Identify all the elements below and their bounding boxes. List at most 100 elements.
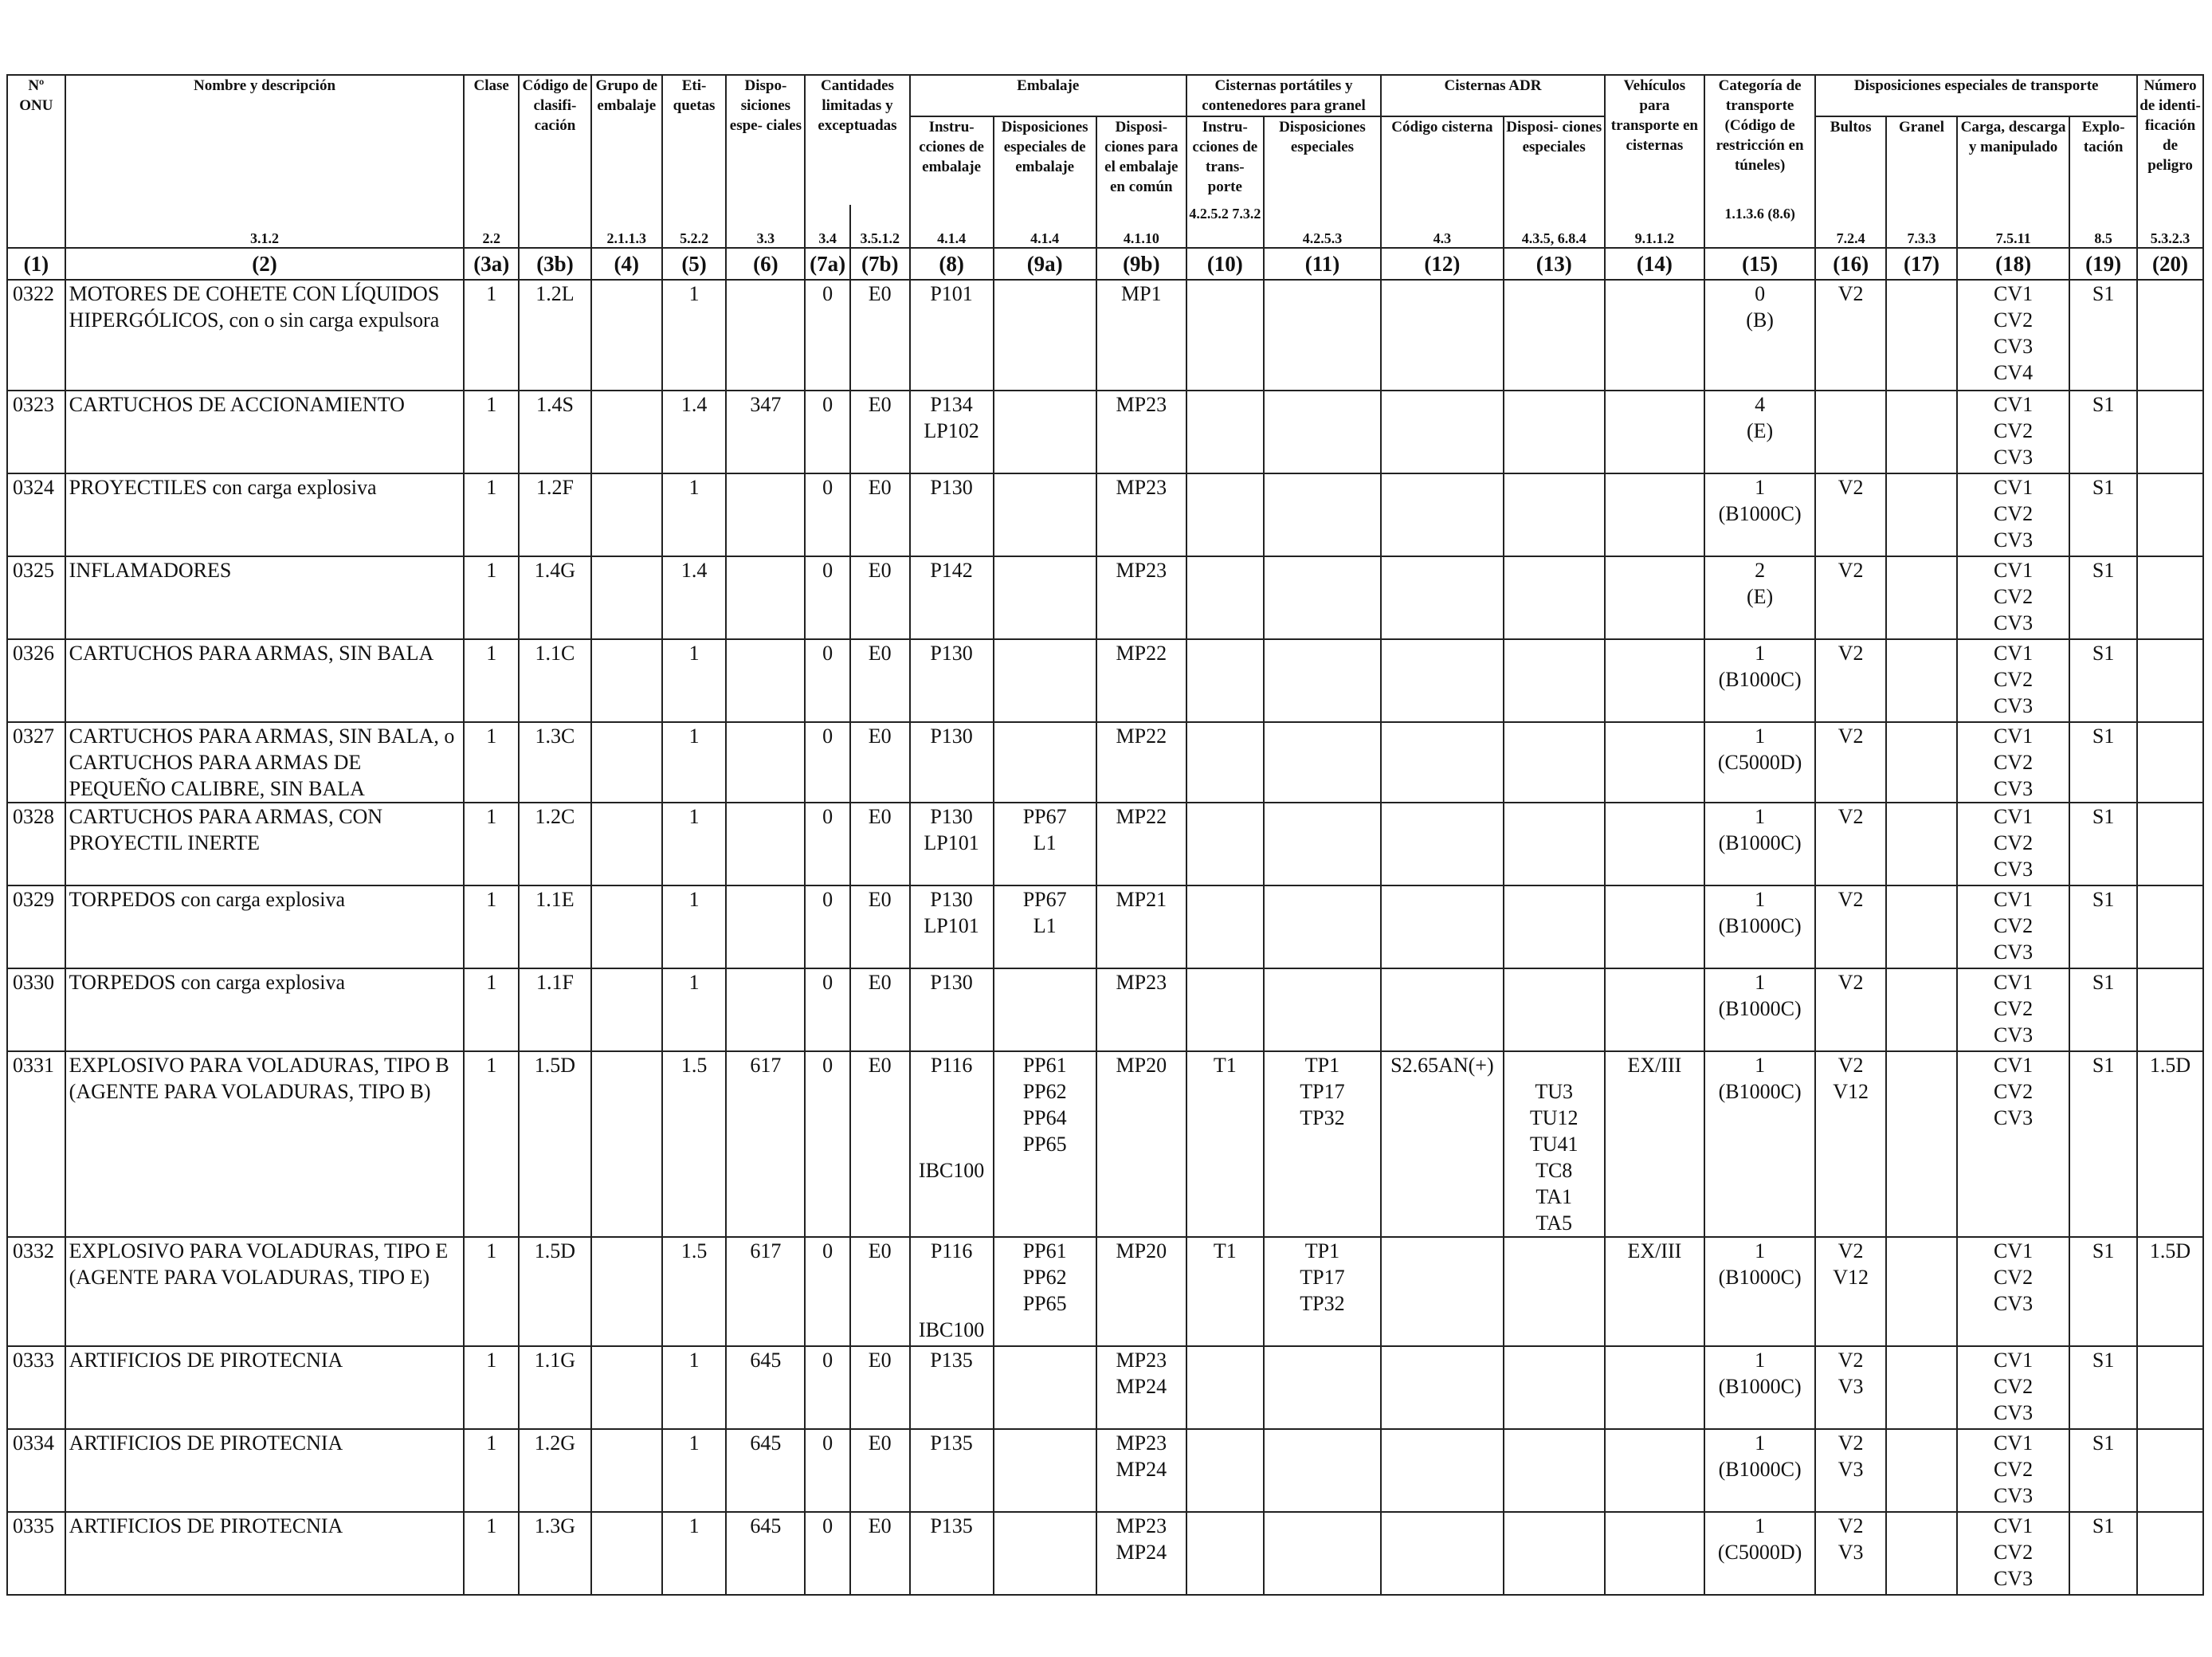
column-number: (2): [64, 247, 465, 281]
table-row: 0322 MOTORES DE COHETE CON LÍQUIDOS HIPER…: [6, 279, 2204, 391]
cell-line: CV1: [1994, 1431, 2034, 1455]
cell-class: 1: [463, 1428, 520, 1513]
cell-special-provisions: 645: [725, 1428, 806, 1513]
cell-name: PROYECTILES con carga explosiva: [64, 473, 465, 557]
cell-un-number: 0333: [6, 1345, 66, 1430]
ref-limited-quantity: 3.4: [804, 205, 851, 249]
cell-tank-code: [1380, 1511, 1504, 1596]
table-row: 0330 TORPEDOS con carga explosiva 1 1.1F 1 0 E…: [6, 968, 2204, 1052]
header-reference-row: 3.1.2 2.2 2.1.1.3 5.2.2 3.3 3.4 3.5.1.2 …: [6, 205, 2204, 249]
cell-mixed-packing: MP23 MP24: [1095, 1345, 1187, 1430]
ref-col-12: 4.3: [1380, 205, 1504, 249]
cell-line: CV3: [1994, 694, 2034, 717]
cell-tank-code: [1380, 390, 1504, 474]
cell-class: 1: [463, 1511, 520, 1596]
cell-special-provisions: [725, 968, 806, 1052]
cell-hazard-id: [2136, 638, 2204, 723]
ref-col-19: 8.5: [2069, 205, 2139, 249]
cell-excepted-quantity: E0: [849, 473, 911, 557]
cell-mixed-packing: MP20: [1095, 1050, 1187, 1238]
cell-line: CV1: [1994, 1239, 2034, 1262]
cell-mixed-packing: MP21: [1095, 885, 1187, 969]
cell-line: (E): [1747, 419, 1774, 442]
cell-excepted-quantity: E0: [849, 1511, 911, 1596]
cell-mixed-packing: MP23: [1095, 968, 1187, 1052]
cell-bulk: [1885, 390, 1958, 474]
cell-packages: V2: [1814, 968, 1888, 1052]
cell-bulk: [1885, 1236, 1958, 1347]
cell-line: IBC100: [918, 1318, 985, 1341]
cell-line: 1: [1755, 888, 1766, 911]
cell-classification-code: 1.2C: [518, 802, 592, 886]
cell-transport-category: 1 (B1000C): [1703, 1428, 1817, 1513]
ref-col-15: 1.1.3.6 (8.6): [1703, 205, 1817, 249]
cell-labels: 1.5: [661, 1050, 728, 1238]
cell-limited-quantity: 0: [804, 885, 851, 969]
header-portable-tanks: Cisternas portátiles y contenedores para…: [1185, 74, 1382, 117]
cell-excepted-quantity: E0: [849, 556, 911, 640]
cell-line: MP23: [1116, 971, 1167, 994]
cell-excepted-quantity: E0: [849, 638, 911, 723]
cell-packing-instructions: P135: [908, 1511, 994, 1596]
cell-line: V2: [1837, 805, 1864, 828]
cell-labels: 1: [661, 1511, 728, 1596]
header-limited-quantities: Cantidades limitadas y exceptuadas: [804, 74, 911, 205]
cell-line: CV1: [1994, 393, 2034, 416]
header-name: Nombre y descripción: [64, 74, 465, 205]
cell-un-number: 0326: [6, 638, 66, 723]
cell-special-provisions: 347: [725, 390, 806, 474]
cell-bulk: [1885, 1345, 1958, 1430]
cell-classification-code: 1.1G: [518, 1345, 592, 1430]
cell-line: MP23: [1116, 393, 1167, 416]
cell-bulk: [1885, 556, 1958, 640]
cell-limited-quantity: 0: [804, 473, 851, 557]
cell-mixed-packing: MP22: [1095, 721, 1187, 803]
cell-line: 1: [1755, 1349, 1766, 1372]
cell-line: [912, 1131, 991, 1157]
cell-portable-tank-special: [1262, 968, 1382, 1052]
cell-transport-category: 0 (B): [1703, 279, 1817, 391]
cell-portable-tank-special: [1262, 1511, 1382, 1596]
cell-special-provisions: 617: [725, 1236, 806, 1347]
cell-limited-quantity: 0: [804, 638, 851, 723]
cell-portable-tank-instructions: [1185, 885, 1265, 969]
cell-line: PP67: [1022, 888, 1067, 911]
cell-un-number: 0324: [6, 473, 66, 557]
cell-special-packing: PP61 PP62 PP64 PP65: [992, 1050, 1097, 1238]
cell-line: (B1000C): [1718, 831, 1802, 854]
cell-line: 1: [1755, 642, 1766, 665]
cell-line: V2: [1837, 1239, 1864, 1262]
cell-tank-special: [1502, 638, 1606, 723]
cell-mixed-packing: MP23: [1095, 556, 1187, 640]
cell-line: P116: [930, 1239, 973, 1262]
cell-line: V2: [1837, 282, 1864, 305]
cell-line: CV1: [1994, 642, 2034, 665]
cell-excepted-quantity: E0: [849, 390, 911, 474]
cell-line: P130: [930, 805, 973, 828]
cell-line: CV2: [1994, 997, 2034, 1020]
ref-excepted-quantity: 3.5.1.2: [849, 205, 911, 249]
cell-labels: 1: [661, 802, 728, 886]
cell-loading: CV1 CV2 CV3: [1955, 1345, 2071, 1430]
cell-class: 1: [463, 473, 520, 557]
ref-col-9a: 4.1.4: [992, 205, 1097, 249]
cell-line: PP61: [1022, 1239, 1067, 1262]
cell-name: EXPLOSIVO PARA VOLADURAS, TIPO E (AGENTE…: [64, 1236, 465, 1347]
table-row: 0326 CARTUCHOS PARA ARMAS, SIN BALA 1 1.1C 1…: [6, 638, 2204, 723]
cell-bulk: [1885, 885, 1958, 969]
cell-excepted-quantity: E0: [849, 721, 911, 803]
cell-loading: CV1 CV2 CV3: [1955, 1511, 2071, 1596]
cell-line: CV1: [1994, 476, 2034, 499]
cell-labels: 1: [661, 1345, 728, 1430]
cell-special-packing: PP61 PP62 PP65: [992, 1236, 1097, 1347]
cell-tank-code: [1380, 1345, 1504, 1430]
cell-line: MP20: [1116, 1239, 1167, 1262]
cell-vehicles: [1603, 279, 1705, 391]
cell-packages: V2 V12: [1814, 1050, 1888, 1238]
cell-line: 1: [1755, 971, 1766, 994]
cell-tank-code: S2.65AN(+): [1380, 1050, 1504, 1238]
cell-packing-instructions: P130: [908, 968, 994, 1052]
cell-line: V3: [1837, 1541, 1864, 1564]
cell-limited-quantity: 0: [804, 1511, 851, 1596]
cell-tank-special: [1502, 1345, 1606, 1430]
